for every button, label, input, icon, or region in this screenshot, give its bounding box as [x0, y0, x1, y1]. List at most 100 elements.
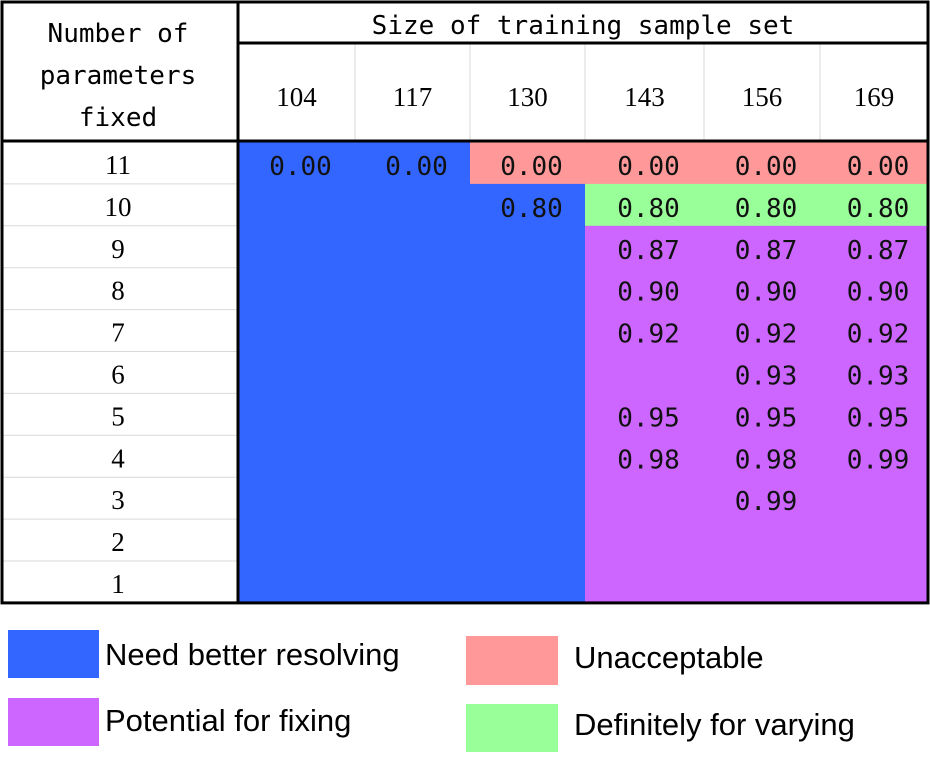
cell-fill [704, 519, 821, 562]
cell-value: 0.99 [735, 487, 798, 517]
legend-swatch [466, 636, 558, 685]
cell-fill [820, 267, 929, 311]
cell-fill [820, 183, 929, 227]
column-label: 104 [276, 82, 317, 112]
cell-value: 0.80 [500, 194, 563, 224]
row-label: 10 [105, 192, 132, 222]
cell-fill [820, 561, 929, 604]
cell-value: 0.00 [847, 152, 910, 182]
cell-fill [585, 561, 705, 604]
cell-fill [585, 267, 705, 311]
cell-fill [238, 561, 356, 604]
row-label: 8 [111, 276, 125, 306]
cell-fill [238, 435, 356, 478]
cell-fill [355, 142, 471, 185]
cell-fill [585, 225, 705, 269]
column-header-label: Size of training sample set [372, 11, 795, 41]
row-label: 1 [111, 569, 125, 599]
cell-fill [355, 183, 471, 227]
cell-fill [470, 309, 586, 352]
column-label: 169 [854, 82, 895, 112]
row-label: 5 [111, 401, 125, 431]
cell-fill [470, 183, 586, 227]
cell-value: 0.00 [385, 152, 448, 182]
cell-fill [238, 477, 356, 520]
cell-fill [355, 309, 471, 352]
row-label: 9 [111, 234, 125, 264]
cell-fill [238, 183, 356, 227]
cell-fill [470, 435, 586, 478]
cell-fill [820, 519, 929, 562]
cell-value: 0.80 [617, 194, 680, 224]
cell-fill [355, 351, 471, 394]
cell-fill [470, 225, 586, 269]
legend-label: Need better resolving [105, 637, 400, 672]
cell-fill [704, 309, 821, 352]
cell-value: 0.80 [735, 194, 798, 224]
row-labels: 11 10 9 8 7 6 5 4 3 2 1 [105, 150, 132, 599]
cell-value: 0.92 [617, 320, 680, 350]
cell-fill [470, 351, 586, 394]
cell-fill [704, 393, 821, 436]
cell-value: 0.87 [735, 236, 798, 266]
cell-value: 0.00 [735, 152, 798, 182]
cell-value: 0.98 [735, 445, 798, 475]
cell-fill [238, 225, 356, 269]
cell-fill [585, 519, 705, 562]
row-label: 2 [111, 527, 125, 557]
row-label: 4 [111, 443, 125, 473]
cell-value: 0.00 [269, 152, 332, 182]
cell-value: 0.98 [617, 445, 680, 475]
cell-fill [470, 267, 586, 311]
cell-fill [820, 225, 929, 269]
row-header-label: fixed [79, 103, 157, 133]
cell-fill [238, 519, 356, 562]
legend-label: Unacceptable [574, 640, 764, 675]
cell-fill [704, 183, 821, 227]
legend-swatch [8, 630, 99, 678]
cell-fill [820, 477, 929, 520]
cell-value: 0.99 [847, 445, 910, 475]
cell-fill [238, 309, 356, 352]
cell-fill [355, 225, 471, 269]
column-label: 117 [393, 82, 433, 112]
cell-value: 0.95 [617, 403, 680, 433]
cell-values: 0.00 0.00 0.00 0.00 0.00 0.00 0.80 0.80 0.80 0.80… [269, 152, 909, 517]
cell-fill [470, 561, 586, 604]
cell-value: 0.80 [847, 194, 910, 224]
cell-value: 0.00 [617, 152, 680, 182]
cell-fill [704, 142, 821, 185]
column-label: 143 [624, 82, 665, 112]
cell-value: 0.87 [617, 236, 680, 266]
legend-label: Definitely for varying [574, 707, 855, 742]
legend-swatch [8, 698, 99, 746]
cell-value: 0.92 [735, 320, 798, 350]
row-label: 7 [111, 318, 125, 348]
row-label: 6 [111, 360, 125, 390]
cell-fill [585, 183, 705, 227]
cell-fill [585, 351, 705, 394]
table-border [0, 0, 930, 605]
cell-fill [470, 142, 586, 185]
cell-value: 0.90 [847, 278, 910, 308]
row-header-label: parameters [40, 61, 197, 91]
cell-fills [238, 142, 929, 604]
cell-fill [704, 225, 821, 269]
cell-fill [820, 142, 929, 185]
cell-fill [355, 267, 471, 311]
row-label: 3 [111, 485, 125, 515]
row-label: 11 [105, 150, 131, 180]
cell-value: 0.90 [735, 278, 798, 308]
cell-value: 0.00 [500, 152, 563, 182]
cell-fill [355, 519, 471, 562]
cell-fill [704, 435, 821, 478]
cell-fill [355, 393, 471, 436]
cell-fill [585, 142, 705, 185]
cell-value: 0.87 [847, 236, 910, 266]
legend: Need better resolving Unacceptable Potenti… [8, 630, 855, 752]
cell-fill [585, 309, 705, 352]
cell-fill [238, 142, 356, 185]
cell-fill [355, 477, 471, 520]
cell-fill [704, 561, 821, 604]
